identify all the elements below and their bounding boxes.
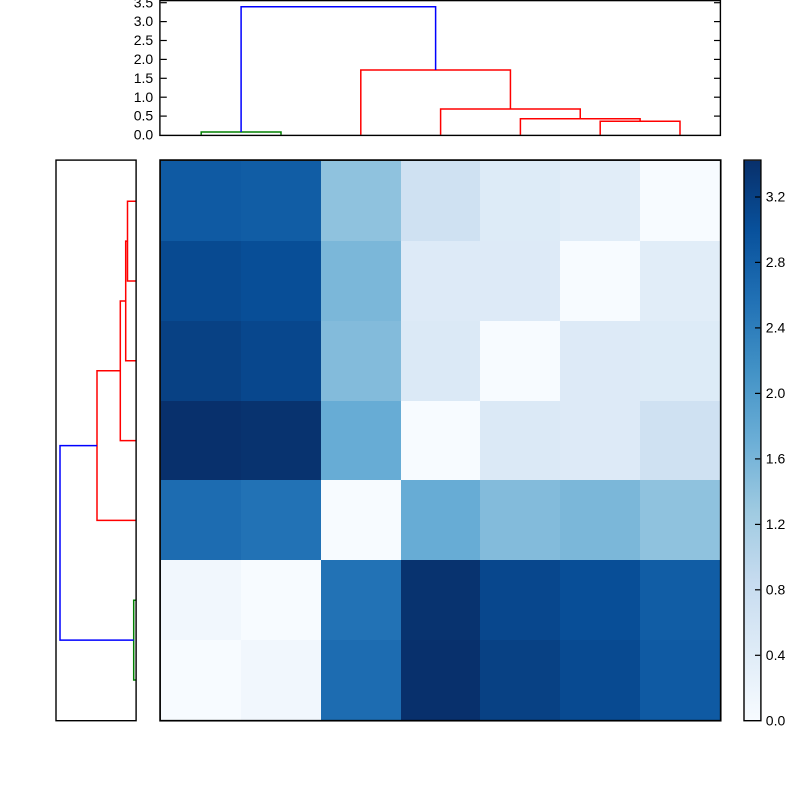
- svg-text:2.0: 2.0: [766, 385, 786, 401]
- svg-text:3.0: 3.0: [134, 13, 154, 29]
- svg-text:0.5: 0.5: [134, 108, 154, 124]
- svg-text:0.0: 0.0: [134, 127, 154, 143]
- svg-text:2.8: 2.8: [766, 254, 786, 270]
- svg-text:1.2: 1.2: [766, 516, 786, 532]
- svg-text:0.0: 0.0: [766, 712, 786, 728]
- svg-text:0.4: 0.4: [766, 647, 786, 663]
- svg-text:3.2: 3.2: [766, 189, 786, 205]
- svg-text:2.5: 2.5: [134, 32, 154, 48]
- svg-text:1.5: 1.5: [134, 70, 154, 86]
- svg-text:2.0: 2.0: [134, 51, 154, 67]
- svg-text:3.5: 3.5: [134, 0, 154, 10]
- svg-text:0.8: 0.8: [766, 581, 786, 597]
- svg-text:1.6: 1.6: [766, 451, 786, 467]
- svg-text:2.4: 2.4: [766, 320, 786, 336]
- svg-text:1.0: 1.0: [134, 89, 154, 105]
